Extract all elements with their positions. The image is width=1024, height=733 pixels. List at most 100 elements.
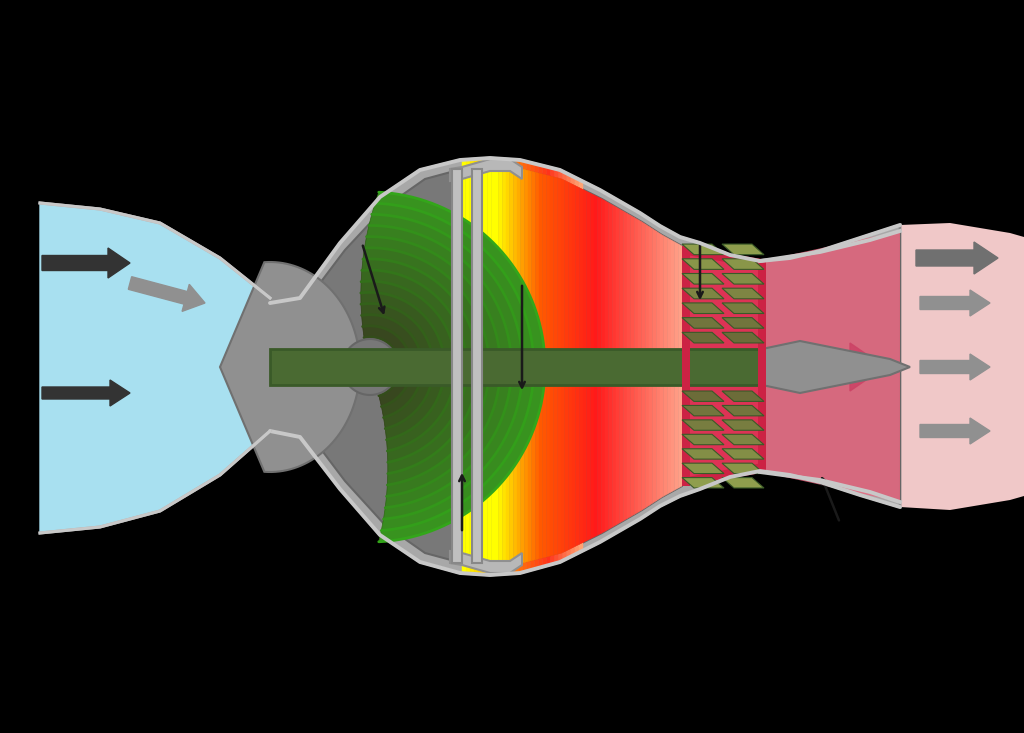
Polygon shape bbox=[535, 559, 539, 569]
Polygon shape bbox=[616, 207, 620, 525]
Polygon shape bbox=[530, 163, 535, 172]
Polygon shape bbox=[722, 405, 764, 416]
Polygon shape bbox=[664, 236, 668, 496]
Polygon shape bbox=[539, 165, 543, 174]
Polygon shape bbox=[594, 195, 598, 537]
Polygon shape bbox=[656, 232, 660, 501]
Polygon shape bbox=[682, 244, 724, 254]
FancyArrow shape bbox=[42, 248, 130, 278]
Polygon shape bbox=[360, 281, 456, 451]
Polygon shape bbox=[762, 231, 900, 502]
Polygon shape bbox=[547, 556, 551, 566]
Polygon shape bbox=[367, 226, 512, 508]
Polygon shape bbox=[474, 159, 478, 168]
Polygon shape bbox=[466, 169, 469, 564]
Polygon shape bbox=[571, 175, 574, 185]
Polygon shape bbox=[660, 234, 664, 498]
Polygon shape bbox=[571, 547, 574, 556]
Polygon shape bbox=[682, 391, 724, 402]
Polygon shape bbox=[649, 226, 652, 506]
Polygon shape bbox=[482, 158, 486, 168]
Polygon shape bbox=[722, 435, 764, 445]
Polygon shape bbox=[564, 180, 568, 552]
Polygon shape bbox=[590, 194, 594, 539]
Polygon shape bbox=[682, 420, 724, 430]
Polygon shape bbox=[631, 216, 634, 517]
Polygon shape bbox=[587, 191, 590, 541]
Polygon shape bbox=[634, 218, 638, 515]
Polygon shape bbox=[722, 244, 764, 254]
Polygon shape bbox=[478, 158, 482, 168]
Polygon shape bbox=[510, 159, 514, 169]
Polygon shape bbox=[682, 246, 762, 269]
Polygon shape bbox=[760, 231, 900, 502]
Polygon shape bbox=[598, 197, 601, 535]
Polygon shape bbox=[563, 550, 567, 561]
Polygon shape bbox=[620, 209, 624, 523]
Polygon shape bbox=[722, 391, 764, 402]
Polygon shape bbox=[503, 564, 506, 574]
Polygon shape bbox=[563, 172, 567, 182]
Polygon shape bbox=[514, 160, 518, 169]
Polygon shape bbox=[682, 259, 724, 269]
Polygon shape bbox=[510, 168, 513, 564]
Polygon shape bbox=[682, 449, 724, 459]
Polygon shape bbox=[369, 214, 522, 519]
Polygon shape bbox=[466, 159, 470, 169]
Polygon shape bbox=[682, 435, 724, 445]
Polygon shape bbox=[469, 169, 473, 564]
Polygon shape bbox=[365, 237, 501, 496]
Polygon shape bbox=[375, 192, 545, 542]
Polygon shape bbox=[536, 172, 539, 560]
Polygon shape bbox=[362, 248, 489, 485]
Polygon shape bbox=[480, 168, 484, 564]
Polygon shape bbox=[495, 167, 499, 565]
Polygon shape bbox=[722, 273, 764, 284]
Polygon shape bbox=[490, 565, 495, 575]
FancyArrow shape bbox=[920, 354, 990, 380]
Polygon shape bbox=[474, 564, 478, 574]
Polygon shape bbox=[482, 564, 486, 575]
Polygon shape bbox=[470, 564, 474, 574]
Polygon shape bbox=[539, 558, 543, 568]
Polygon shape bbox=[638, 220, 642, 512]
Polygon shape bbox=[530, 560, 535, 570]
Polygon shape bbox=[722, 317, 764, 328]
Polygon shape bbox=[557, 178, 561, 554]
Polygon shape bbox=[722, 478, 764, 488]
Polygon shape bbox=[514, 563, 518, 573]
Polygon shape bbox=[513, 169, 517, 564]
Polygon shape bbox=[486, 158, 490, 167]
Polygon shape bbox=[506, 564, 510, 574]
Polygon shape bbox=[499, 158, 503, 168]
Polygon shape bbox=[510, 564, 514, 574]
Polygon shape bbox=[568, 183, 572, 550]
Polygon shape bbox=[555, 169, 559, 178]
Polygon shape bbox=[682, 405, 724, 416]
Polygon shape bbox=[645, 224, 649, 508]
Polygon shape bbox=[682, 478, 724, 488]
Polygon shape bbox=[612, 205, 616, 527]
Polygon shape bbox=[574, 177, 579, 188]
FancyArrow shape bbox=[916, 242, 998, 274]
Polygon shape bbox=[361, 270, 467, 463]
Polygon shape bbox=[495, 564, 499, 575]
Polygon shape bbox=[574, 545, 579, 555]
Polygon shape bbox=[543, 166, 547, 175]
Polygon shape bbox=[487, 167, 492, 565]
Polygon shape bbox=[682, 463, 724, 474]
Polygon shape bbox=[524, 169, 528, 562]
Polygon shape bbox=[520, 169, 524, 563]
Polygon shape bbox=[450, 159, 522, 181]
Polygon shape bbox=[526, 561, 530, 571]
Polygon shape bbox=[361, 259, 478, 474]
Polygon shape bbox=[522, 562, 526, 572]
Polygon shape bbox=[478, 564, 482, 575]
Polygon shape bbox=[554, 177, 557, 555]
Polygon shape bbox=[462, 563, 466, 573]
Polygon shape bbox=[360, 292, 444, 440]
Polygon shape bbox=[675, 242, 678, 490]
FancyArrow shape bbox=[42, 380, 130, 406]
Polygon shape bbox=[270, 158, 900, 575]
Polygon shape bbox=[517, 169, 520, 564]
